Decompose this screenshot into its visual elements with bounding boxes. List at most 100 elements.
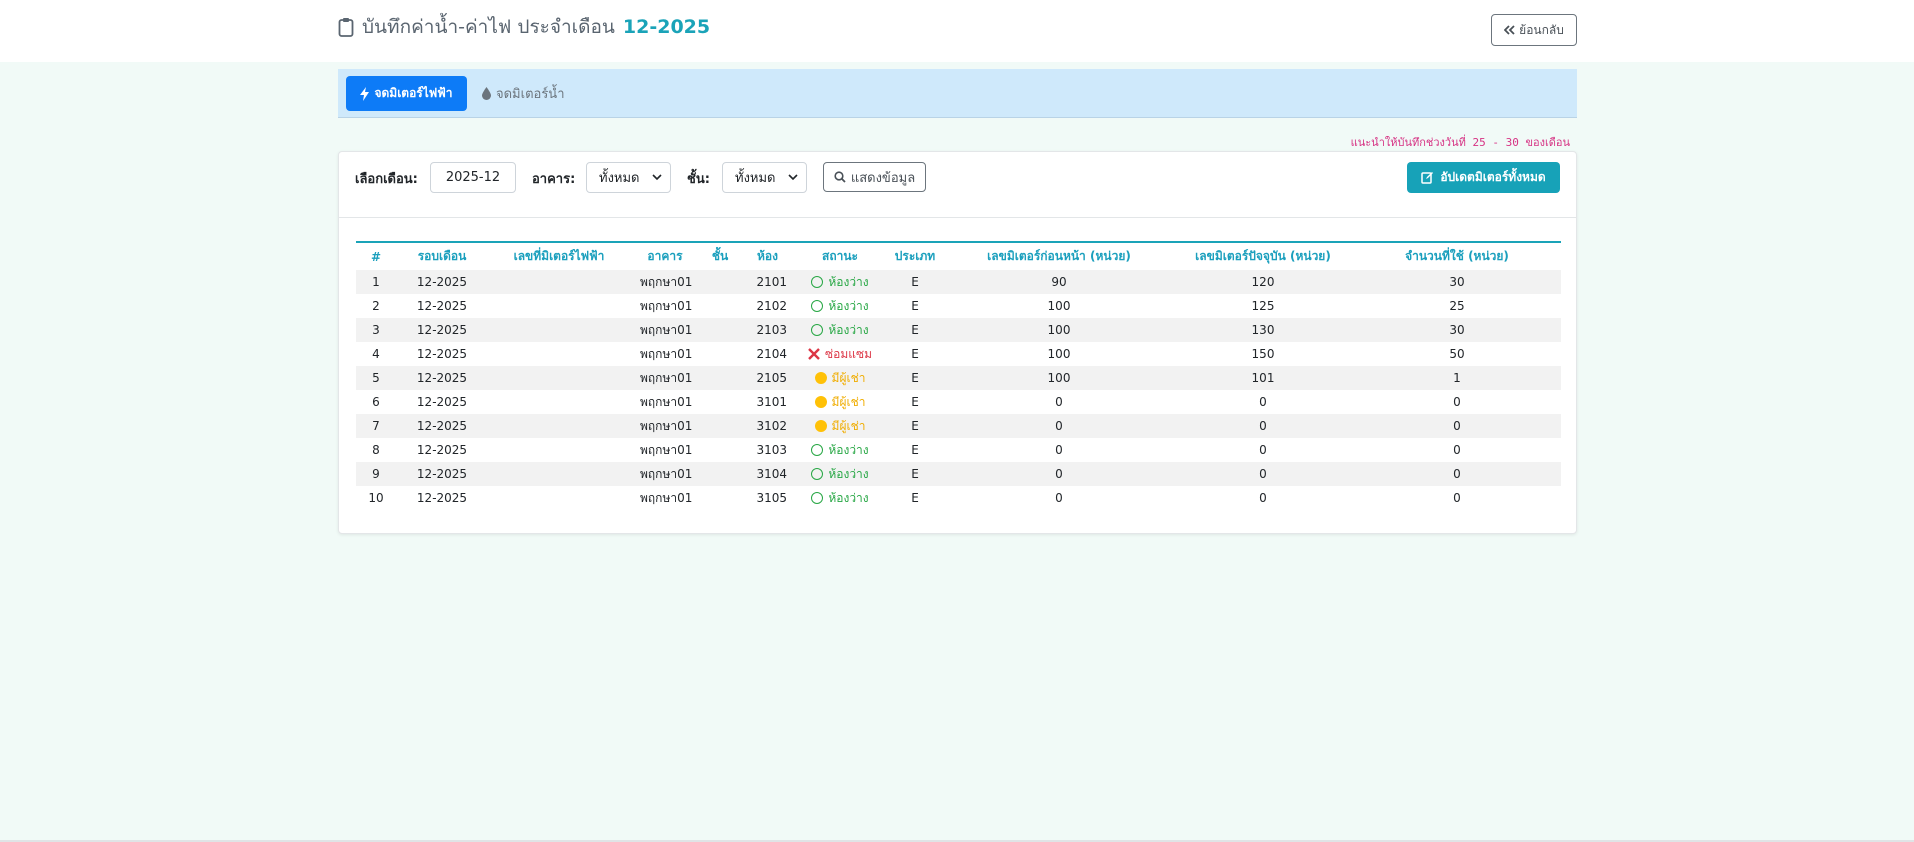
status-label: ห้องว่าง (828, 490, 869, 505)
cell-type: E (911, 467, 919, 481)
cell-period: 12-2025 (416, 323, 468, 337)
cell-building: พฤกษา01 (640, 418, 693, 433)
cell-prev-reading: 100 (1047, 371, 1071, 385)
floor-select[interactable]: ทั้งหมด (722, 162, 807, 193)
circle-outline-icon (811, 324, 824, 336)
tab-electric-label: จดมิเตอร์ไฟฟ้า (374, 86, 453, 100)
cell-meter-no (488, 342, 630, 366)
recording-hint: แนะนำให้บันทึกช่วงวันที่ 25 - 30 ของเดือ… (1350, 136, 1570, 149)
cell-used: 0 (1453, 419, 1461, 433)
cell-building: พฤกษา01 (640, 370, 693, 385)
cell-room: 3101 (756, 395, 787, 409)
col-header-period: รอบเดือน (396, 241, 488, 270)
cell-meter-no (488, 366, 630, 390)
status-badge: มีผู้เช่า (814, 417, 866, 436)
cell-period: 12-2025 (416, 395, 468, 409)
status-label: มีผู้เช่า (831, 418, 866, 433)
status-label: มีผู้เช่า (831, 394, 866, 409)
building-select[interactable]: ทั้งหมด (586, 162, 671, 193)
page-title-text: บันทึกค่าน้ำ-ค่าไฟ ประจำเดือน (362, 16, 615, 38)
table-row: 10 12-2025 พฤกษา01 3105 ห้องว่าง E 0 0 0 (356, 486, 1561, 510)
meter-tabs: จดมิเตอร์ไฟฟ้า จดมิเตอร์น้ำ (338, 69, 1577, 118)
cell-status: ห้องว่าง (795, 270, 885, 294)
status-badge: ห้องว่าง (811, 273, 869, 292)
cell-building: พฤกษา01 (640, 346, 693, 361)
cell-meter-no (488, 318, 630, 342)
cell-used: 30 (1449, 275, 1465, 289)
chevron-down-icon (788, 174, 798, 181)
update-all-label: อัปเดตมิเตอร์ทั้งหมด (1440, 170, 1546, 184)
cell-type: E (911, 491, 919, 505)
cell-room: 3102 (756, 419, 787, 433)
cell-status: ห้องว่าง (795, 486, 885, 510)
col-header-used: จำนวนที่ใช้ (หน่วย) (1353, 241, 1561, 270)
lightning-icon (360, 86, 370, 101)
cell-curr-reading: 130 (1251, 323, 1275, 337)
cell-building: พฤกษา01 (640, 322, 693, 337)
col-header-room: ห้อง (740, 241, 795, 270)
cell-no: 9 (372, 467, 380, 481)
cell-room: 3103 (756, 443, 787, 457)
status-label: ห้องว่าง (828, 298, 869, 313)
cell-meter-no (488, 486, 630, 510)
col-header-building: อาคาร (630, 241, 700, 270)
cell-curr-reading: 150 (1251, 347, 1275, 361)
page-title-month: 12-2025 (622, 16, 711, 38)
status-badge: ห้องว่าง (811, 441, 869, 460)
cell-floor (700, 294, 740, 318)
cell-used: 25 (1449, 299, 1465, 313)
cell-floor (700, 414, 740, 438)
cell-used: 0 (1453, 443, 1461, 457)
update-all-meters-button[interactable]: อัปเดตมิเตอร์ทั้งหมด (1407, 162, 1560, 193)
month-input[interactable]: 2025-12 (430, 162, 516, 193)
status-badge: มีผู้เช่า (814, 369, 865, 388)
status-badge: ห้องว่าง (811, 465, 869, 484)
col-header-status: สถานะ (795, 241, 885, 270)
cell-prev-reading: 0 (1055, 419, 1063, 433)
filter-bar: เลือกเดือน: 2025-12 อาคาร: ทั้งหมด ชั้น:… (339, 152, 1576, 218)
back-button[interactable]: ย้อนกลับ (1491, 14, 1577, 46)
cell-curr-reading: 0 (1259, 395, 1267, 409)
circle-outline-icon (811, 492, 824, 504)
cell-no: 5 (372, 371, 380, 385)
cell-curr-reading: 0 (1259, 443, 1267, 457)
tab-water-label: จดมิเตอร์น้ำ (496, 87, 565, 102)
month-filter-label: เลือกเดือน: (355, 171, 418, 187)
tab-water-meter[interactable]: จดมิเตอร์น้ำ (482, 76, 565, 111)
col-header-no: # (356, 241, 396, 270)
floor-filter-label: ชั้น: (687, 171, 710, 187)
cell-curr-reading: 0 (1259, 467, 1267, 481)
cell-status: มีผู้เช่า (795, 414, 885, 438)
cell-period: 12-2025 (416, 299, 468, 313)
cell-period: 12-2025 (416, 467, 468, 481)
cell-type: E (911, 371, 919, 385)
cell-curr-reading: 120 (1251, 275, 1275, 289)
cell-period: 12-2025 (416, 275, 468, 289)
cell-no: 2 (372, 299, 380, 313)
cell-building: พฤกษา01 (640, 394, 693, 409)
cell-period: 12-2025 (416, 419, 468, 433)
table-row: 4 12-2025 พฤกษา01 2104 ซ่อมแซม E 100 150 50 (356, 342, 1561, 366)
col-header-curr: เลขมิเตอร์ปัจจุบัน (หน่วย) (1173, 241, 1353, 270)
cell-curr-reading: 0 (1259, 419, 1267, 433)
edit-icon (1421, 172, 1434, 184)
cell-floor (700, 462, 740, 486)
table-body: 1 12-2025 พฤกษา01 2101 ห้องว่าง E 90 120 30 2 12-2… (356, 270, 1561, 510)
status-badge: ห้องว่าง (811, 489, 869, 508)
status-label: ห้องว่าง (828, 442, 869, 457)
chevron-down-icon (652, 174, 662, 181)
show-data-label: แสดงข้อมูล (850, 170, 916, 186)
show-data-button[interactable]: แสดงข้อมูล (823, 162, 926, 192)
cell-curr-reading: 0 (1259, 491, 1267, 505)
cell-status: มีผู้เช่า (795, 366, 885, 390)
tab-electric-meter[interactable]: จดมิเตอร์ไฟฟ้า (346, 76, 467, 111)
status-badge: ซ่อมแซม (808, 345, 872, 364)
meter-table-wrap: # รอบเดือน เลขที่มิเตอร์ไฟฟ้า อาคาร ชั้น… (356, 241, 1561, 510)
page-title: บันทึกค่าน้ำ-ค่าไฟ ประจำเดือน 12-2025 (338, 12, 710, 42)
droplet-icon (482, 87, 491, 100)
cell-type: E (911, 275, 919, 289)
clipboard-icon (338, 18, 354, 37)
cell-status: มีผู้เช่า (795, 390, 885, 414)
cell-room: 3105 (756, 491, 787, 505)
cell-prev-reading: 100 (1047, 299, 1071, 313)
